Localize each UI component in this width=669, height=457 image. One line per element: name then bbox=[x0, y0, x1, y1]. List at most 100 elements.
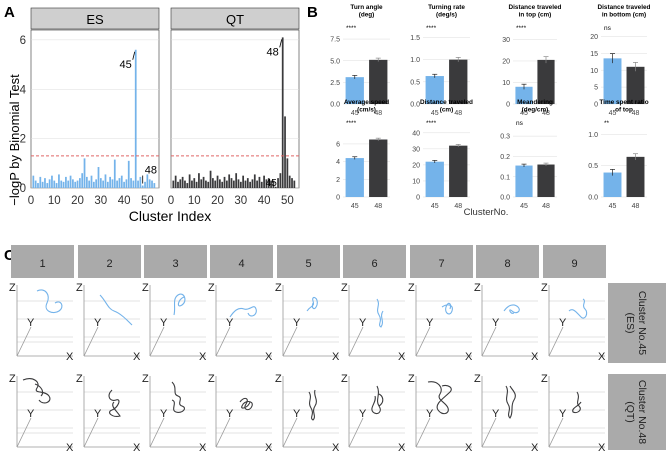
subplot-title-line: Time spent ratio bbox=[599, 99, 648, 106]
x-axis-label: X bbox=[465, 351, 473, 363]
row-header bbox=[608, 374, 666, 450]
bar bbox=[537, 164, 555, 197]
y-tick-label: 10 bbox=[412, 179, 420, 186]
y-axis bbox=[348, 326, 364, 357]
x-tick-label: 45 bbox=[520, 110, 528, 117]
column-header-label: 3 bbox=[172, 258, 178, 270]
y-axis-label: Y bbox=[492, 408, 500, 420]
trajectory-path bbox=[36, 289, 63, 314]
x-tick-label: 10 bbox=[188, 195, 201, 207]
x-axis-label: X bbox=[265, 442, 273, 454]
y-axis bbox=[149, 326, 165, 357]
x-axis-label: X bbox=[133, 442, 141, 454]
z-axis-label: Z bbox=[9, 373, 16, 385]
facet-strip-label: ES bbox=[86, 12, 104, 27]
bar bbox=[90, 175, 93, 188]
column-header bbox=[277, 245, 340, 278]
bar bbox=[46, 183, 49, 188]
bar bbox=[205, 180, 207, 188]
x-tick-label: 45 bbox=[520, 203, 528, 210]
trajectory-path bbox=[171, 381, 185, 413]
bar bbox=[134, 49, 137, 188]
bar bbox=[209, 170, 212, 188]
bar bbox=[51, 175, 53, 188]
y-tick-label: 0 bbox=[336, 195, 340, 202]
annotation-label: 48 bbox=[145, 165, 157, 177]
z-axis-label: Z bbox=[76, 282, 83, 294]
y-tick-label: 0.3 bbox=[500, 134, 510, 141]
column-header bbox=[210, 245, 273, 278]
bar bbox=[425, 76, 444, 104]
x-tick-label: 48 bbox=[542, 110, 550, 117]
y-tick-label: 0 bbox=[416, 195, 420, 202]
bar bbox=[116, 180, 118, 188]
x-tick-label: 45 bbox=[609, 203, 617, 210]
column-header-label: 4 bbox=[238, 258, 244, 270]
x-tick-label: 48 bbox=[454, 110, 462, 117]
row-header-label-line: Cluster No.45 bbox=[636, 291, 648, 355]
x-axis-label: X bbox=[133, 351, 141, 363]
bar bbox=[146, 174, 149, 188]
y-tick-label: 20 bbox=[590, 34, 598, 41]
bar bbox=[251, 179, 254, 188]
y-axis-label: Y bbox=[359, 408, 367, 420]
bar bbox=[235, 173, 238, 188]
bar bbox=[291, 178, 293, 188]
x-axis-label: X bbox=[265, 351, 273, 363]
bar bbox=[153, 183, 156, 188]
bar bbox=[193, 178, 196, 188]
panel-a-chart: −logP by Binomial Test Cluster Index ES 0… bbox=[7, 7, 300, 224]
bar bbox=[65, 176, 67, 188]
bar bbox=[111, 179, 114, 188]
x-axis-label: X bbox=[465, 442, 473, 454]
trajectory-path bbox=[572, 391, 582, 414]
z-axis-label: Z bbox=[408, 373, 415, 385]
x-tick-label: 48 bbox=[632, 110, 640, 117]
row-header-label: Cluster No.48(QT) bbox=[624, 380, 648, 444]
y-axis bbox=[215, 417, 231, 448]
bar bbox=[258, 176, 261, 188]
bar bbox=[102, 180, 105, 188]
bar bbox=[95, 179, 98, 188]
subplot-title-line: (cm) bbox=[440, 107, 454, 114]
bar bbox=[83, 158, 86, 188]
x-tick-label: 20 bbox=[71, 195, 84, 207]
x-axis-label: X bbox=[598, 351, 606, 363]
bar bbox=[151, 180, 153, 188]
z-axis-label: Z bbox=[474, 373, 481, 385]
bar bbox=[626, 156, 645, 197]
facet-strip bbox=[170, 7, 300, 30]
y-axis-label: Y bbox=[492, 317, 500, 329]
bar bbox=[239, 181, 242, 188]
bar bbox=[55, 183, 58, 188]
trajectory-cell: Z Y X bbox=[474, 373, 539, 454]
column-header-label: 5 bbox=[305, 258, 311, 270]
trajectory-path bbox=[308, 389, 317, 421]
bar bbox=[369, 59, 388, 104]
significance-label: **** bbox=[426, 120, 437, 127]
y-axis bbox=[481, 326, 497, 357]
x-tick-label: 0 bbox=[168, 195, 174, 207]
y-axis bbox=[282, 417, 298, 448]
bar bbox=[219, 179, 221, 188]
y-tick-label: 0.5 bbox=[410, 79, 420, 86]
y-axis-label: Y bbox=[160, 408, 168, 420]
y-tick-label: 10 bbox=[502, 80, 510, 87]
y-tick-label: 0.1 bbox=[500, 174, 510, 181]
significance-label: **** bbox=[516, 25, 527, 32]
annotation-leader bbox=[279, 39, 283, 48]
trajectory-path bbox=[99, 294, 133, 326]
column-header bbox=[476, 245, 539, 278]
z-axis-label: Z bbox=[541, 373, 548, 385]
bar bbox=[237, 179, 240, 188]
x-tick-label: 48 bbox=[632, 203, 640, 210]
subplot-title-line: Turning rate bbox=[428, 4, 465, 11]
trajectory-cell: Z Y X bbox=[474, 282, 539, 363]
trajectory-cell: Z Y X bbox=[9, 373, 74, 454]
significance-label: ns bbox=[516, 120, 524, 127]
x-tick-label: 30 bbox=[234, 195, 247, 207]
y-tick-label: 2 bbox=[20, 134, 26, 146]
bar bbox=[223, 176, 226, 188]
y-tick-label: 15 bbox=[590, 51, 598, 58]
y-axis bbox=[83, 417, 99, 448]
